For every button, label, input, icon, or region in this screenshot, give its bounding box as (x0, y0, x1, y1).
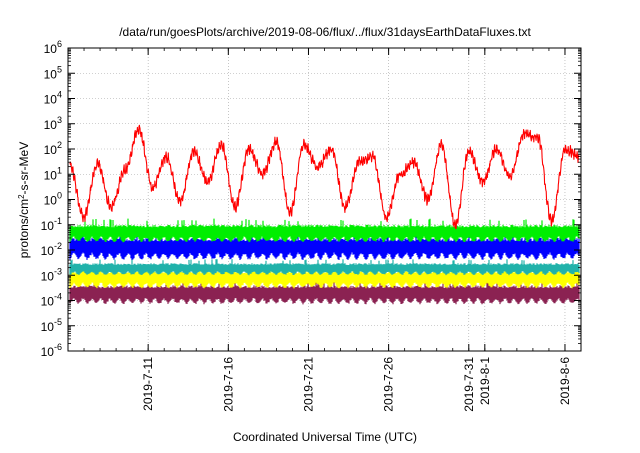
y-tick-label-exponent: -5 (54, 317, 62, 327)
y-tick-label: 106 (44, 39, 62, 56)
y-tick-label-base: 10 (41, 244, 55, 258)
y-axis-label-base: protons/cm (17, 199, 31, 258)
y-tick-label-exponent: -2 (54, 241, 62, 251)
y-tick-label-base: 10 (44, 118, 58, 132)
y-tick-label: 10-1 (41, 216, 62, 233)
band-series-line (69, 230, 580, 260)
y-tick-label-base: 10 (44, 168, 58, 182)
y-tick-label: 10-6 (41, 342, 62, 359)
y-tick-label-exponent: -3 (54, 266, 62, 276)
y-axis-label-rest: -s-sr-MeV (17, 142, 31, 195)
band-series-line (69, 278, 580, 305)
y-tick-label: 105 (44, 64, 62, 81)
x-tick-label: 2019-7-21 (301, 357, 315, 412)
y-tick-label-base: 10 (44, 67, 58, 81)
y-tick-label-exponent: -4 (54, 292, 62, 302)
y-tick-label-exponent: 5 (57, 64, 62, 74)
y-tick-label-base: 10 (41, 345, 55, 359)
x-tick-label: 2019-7-26 (382, 357, 396, 412)
y-tick-labels: 10-610-510-410-310-210-11001011021031041… (41, 39, 62, 359)
band-series-line (69, 264, 580, 289)
x-axis-label: Coordinated Universal Time (UTC) (233, 430, 417, 444)
y-tick-label-exponent: 0 (57, 191, 62, 201)
y-tick-label-exponent: -1 (54, 216, 62, 226)
x-tick-label: 2019-8-1 (478, 357, 492, 405)
y-tick-label: 103 (44, 115, 62, 132)
y-axis-label: protons/cm2-s-sr-MeV (17, 142, 32, 258)
y-tick-label-exponent: 2 (57, 140, 62, 150)
x-tick-labels: 2019-7-11 2019-7-16 2019-7-21 2019-7-26 2019… (141, 357, 572, 412)
y-tick-label-base: 10 (41, 269, 55, 283)
y-tick-label: 10-5 (41, 317, 62, 334)
x-tick-label: 2019-7-11 (141, 357, 155, 411)
x-tick-label: 2019-7-31 (462, 357, 476, 412)
chart-title: /data/run/goesPlots/archive/2019-08-06/f… (119, 25, 531, 39)
y-tick-label-exponent: -6 (54, 342, 62, 352)
y-tick-label-base: 10 (41, 320, 55, 334)
y-tick-label-base: 10 (41, 219, 55, 233)
band-series-line (69, 259, 580, 276)
y-tick-label: 10-2 (41, 241, 62, 258)
y-tick-label-exponent: 4 (57, 90, 62, 100)
y-tick-label-base: 10 (44, 42, 58, 56)
y-tick-label-exponent: 6 (57, 39, 62, 49)
red-flux-series-line (69, 124, 580, 230)
y-tick-label: 101 (44, 165, 62, 182)
y-tick-label-base: 10 (41, 295, 55, 309)
y-tick-label-exponent: 1 (57, 165, 62, 175)
y-tick-label-base: 10 (44, 194, 58, 208)
y-tick-label: 100 (44, 191, 62, 208)
y-tick-label: 10-4 (41, 292, 62, 309)
y-tick-label: 102 (44, 140, 62, 157)
y-tick-label: 104 (44, 90, 62, 107)
y-tick-label: 10-3 (41, 266, 62, 283)
x-tick-label: 2019-7-16 (221, 357, 235, 412)
y-tick-label-exponent: 3 (57, 115, 62, 125)
x-tick-label: 2019-8-6 (558, 357, 572, 405)
band-series-line (69, 218, 580, 243)
y-tick-label-base: 10 (44, 143, 58, 157)
data-series (69, 124, 580, 305)
axis-ticks (68, 47, 581, 352)
y-tick-label-base: 10 (44, 93, 58, 107)
y-axis-label-sup: 2 (17, 194, 26, 199)
